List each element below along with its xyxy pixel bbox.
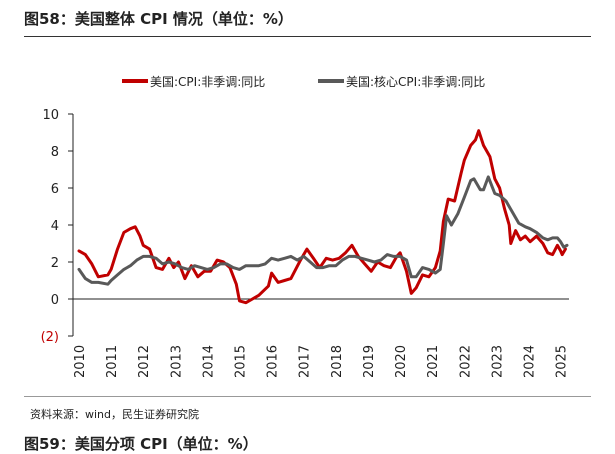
y-tick-label: 6: [51, 182, 59, 197]
y-tick-label: 10: [42, 108, 59, 123]
x-tick-label: 2018: [330, 345, 345, 378]
x-tick-label: 2013: [169, 345, 184, 378]
x-tick-label: 2011: [105, 345, 120, 378]
x-tick-label: 2022: [458, 345, 473, 378]
source-note: 资料来源：wind，民生证券研究院: [30, 408, 200, 421]
axes: (2) 0 2 4 6 8 10 2010 2011 2012 2013 2014 2015 2016 20…: [41, 108, 570, 378]
legend-label-core-cpi: 美国:核心CPI:非季调:同比: [346, 75, 485, 89]
x-tick-label: 2017: [298, 345, 313, 378]
x-tick-label: 2012: [137, 345, 152, 378]
x-tick-label: 2014: [201, 345, 216, 378]
series-line-headline-cpi: [77, 129, 567, 305]
y-tick-label: 0: [51, 293, 59, 308]
y-tick-label: 2: [51, 256, 59, 271]
y-tick-label: 4: [51, 219, 59, 234]
x-tick-label: 2015: [234, 345, 249, 378]
source-divider: [24, 396, 591, 397]
x-tick-label: 2024: [522, 345, 537, 378]
legend-label-headline-cpi: 美国:CPI:非季调:同比: [150, 75, 265, 89]
series-lines: [77, 129, 569, 305]
x-tick-label: 2020: [394, 345, 409, 378]
x-tick-label: 2019: [362, 345, 377, 378]
title-divider: [24, 36, 591, 37]
chart-legend: 美国:CPI:非季调:同比 美国:核心CPI:非季调:同比: [122, 75, 485, 89]
cpi-line-chart: 美国:CPI:非季调:同比 美国:核心CPI:非季调:同比 (2) 0 2 4 6 8 10…: [41, 75, 570, 378]
y-tick-label: 8: [51, 145, 59, 160]
y-tick-label: (2): [41, 330, 59, 345]
next-figure-title: 图59：美国分项 CPI（单位：%）: [24, 435, 258, 453]
x-tick-label: 2021: [426, 345, 441, 378]
x-tick-label: 2016: [266, 345, 281, 378]
x-tick-label: 2023: [490, 345, 505, 378]
figure-title: 图58：美国整体 CPI 情况（单位：%）: [24, 10, 293, 28]
series-line-core-cpi: [77, 175, 569, 286]
x-tick-label: 2010: [73, 345, 88, 378]
x-tick-label: 2025: [555, 345, 570, 378]
